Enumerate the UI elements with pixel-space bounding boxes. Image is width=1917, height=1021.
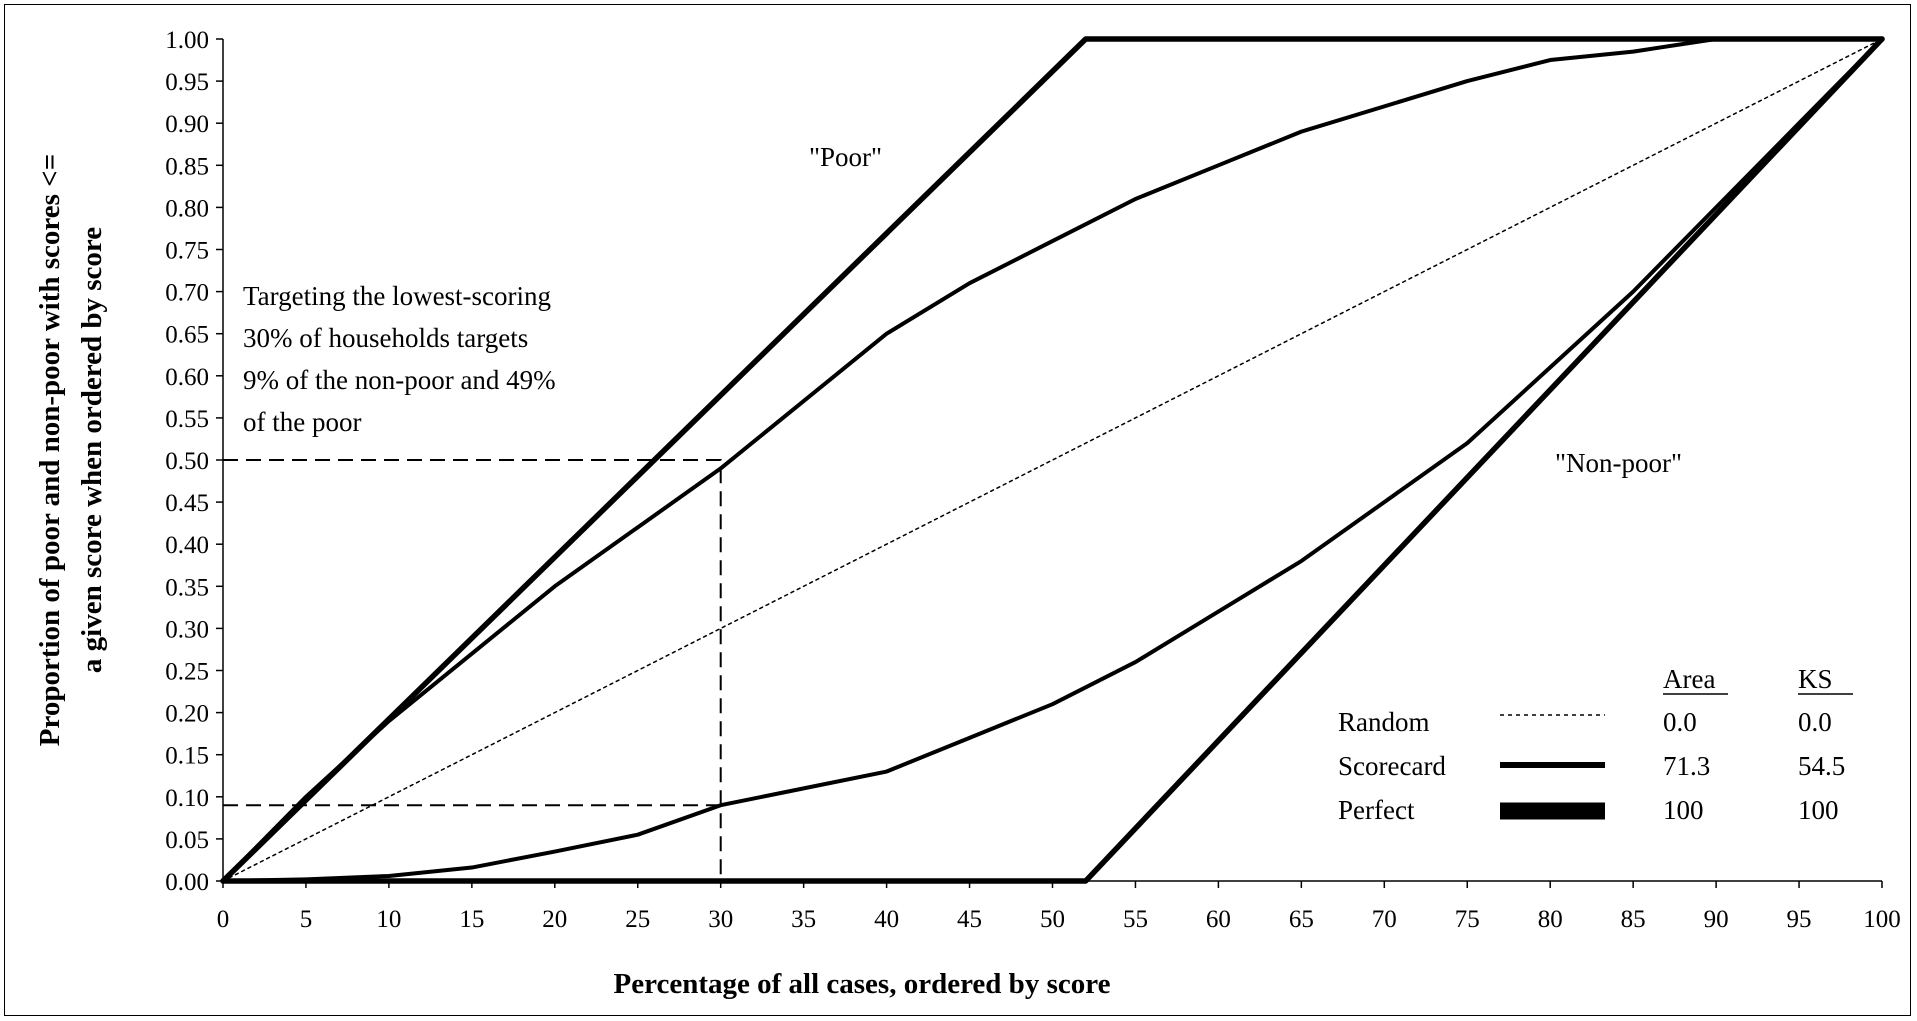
series-line-scorecard [221,37,1884,883]
annotation-line-2: 30% of households targets [243,323,528,353]
annotation-line-1: Targeting the lowest-scoring [243,281,551,311]
y-tick-label: 0.45 [165,490,209,517]
y-tick-label: 0.60 [165,364,209,391]
y-tick-label: 0.80 [165,195,209,222]
x-tick-label: 40 [874,906,899,933]
poor-curve-label: "Poor" [809,142,882,172]
y-axis-title-line-2: a given score when ordered by score [76,227,108,673]
y-tick-label: 0.55 [165,406,209,433]
y-tick-label: 0.90 [165,111,209,138]
legend-name-perfect: Perfect [1338,795,1415,825]
x-tick-labels: 0 5 10 15 20 25 30 35 40 45 50 55 60 65 70 75 80 85 90 95 10… [217,906,1901,933]
x-tick-label: 35 [791,906,816,933]
y-tick-labels: 0.00 0.05 0.10 0.15 0.20 0.25 0.30 0.35 0.40 0.45… [165,27,209,896]
x-tick-label: 100 [1863,906,1901,933]
x-tick-label: 30 [708,906,733,933]
y-tick-label: 1.00 [165,27,209,54]
y-tick-label: 0.40 [165,532,209,559]
y-tick-label: 0.05 [165,827,209,854]
y-axis-title: Proportion of poor and non-poor with sco… [34,154,108,746]
x-axis-title: Percentage of all cases, ordered by scor… [614,968,1111,1000]
y-tick-label: 0.85 [165,153,209,180]
legend-area-perfect: 100 [1663,795,1704,825]
targeting-annotation: Targeting the lowest-scoring 30% of hous… [243,281,556,437]
chart-frame: 0.00 0.05 0.10 0.15 0.20 0.25 0.30 0.35 0.40 0.45… [4,4,1911,1016]
y-tick-label: 0.65 [165,322,209,349]
legend-name-random: Random [1338,707,1430,737]
series-line-random [222,38,1883,882]
legend-header-area: Area [1663,664,1715,694]
y-tick-label: 0.30 [165,616,209,643]
x-tick-label: 50 [1040,906,1065,933]
x-tick-label: 70 [1372,906,1397,933]
series-line-perfect [220,36,1885,884]
legend-ks-scorecard: 54.5 [1798,751,1845,781]
series-line-scorecard [221,37,1884,883]
y-tick-label: 0.25 [165,659,209,686]
y-tick-label: 0.50 [165,448,209,475]
y-tick-label: 0.35 [165,574,209,601]
legend-header-ks: KS [1798,664,1833,694]
x-tick-label: 85 [1621,906,1646,933]
legend-name-scorecard: Scorecard [1338,751,1446,781]
x-tick-label: 65 [1289,906,1314,933]
legend-ks-perfect: 100 [1798,795,1839,825]
legend-area-scorecard: 71.3 [1663,751,1710,781]
series-line-perfect [220,36,1885,884]
annotation-line-4: of the poor [243,407,361,437]
nonpoor-curve-label: "Non-poor" [1555,448,1682,478]
x-tick-label: 80 [1538,906,1563,933]
ks-chart: 0.000.050.100.150.200.250.300.350.400.45… [34,27,1901,1000]
legend-area-random: 0.0 [1663,707,1697,737]
legend-ks-random: 0.0 [1798,707,1832,737]
y-tick-label: 0.15 [165,743,209,770]
x-tick-label: 90 [1704,906,1729,933]
x-tick-label: 20 [542,906,567,933]
x-tick-label: 45 [957,906,982,933]
x-tick-label: 95 [1787,906,1812,933]
reference-lines [223,459,722,881]
x-tick-label: 60 [1206,906,1231,933]
y-tick-label: 0.95 [165,69,209,96]
y-tick-label: 0.10 [165,785,209,812]
series-lines [220,36,1885,884]
x-tick-label: 0 [217,906,230,933]
x-tick-label: 10 [376,906,401,933]
y-tick-label: 0.70 [165,280,209,307]
annotation-line-3: 9% of the non-poor and 49% [243,365,556,395]
x-tick-label: 15 [459,906,484,933]
x-tick-label: 55 [1123,906,1148,933]
x-tick-label: 25 [625,906,650,933]
reference-line [223,459,722,881]
y-tick-label: 0.20 [165,701,209,728]
legend: Area KS Random 0.0 0.0 Scorecard 71.3 54… [1338,664,1853,825]
y-tick-label: 0.00 [165,869,209,896]
y-axis-title-line-1: Proportion of poor and non-poor with sco… [34,154,66,746]
y-tick-label: 0.75 [165,238,209,265]
x-tick-label: 5 [300,906,313,933]
x-tick-label: 75 [1455,906,1480,933]
